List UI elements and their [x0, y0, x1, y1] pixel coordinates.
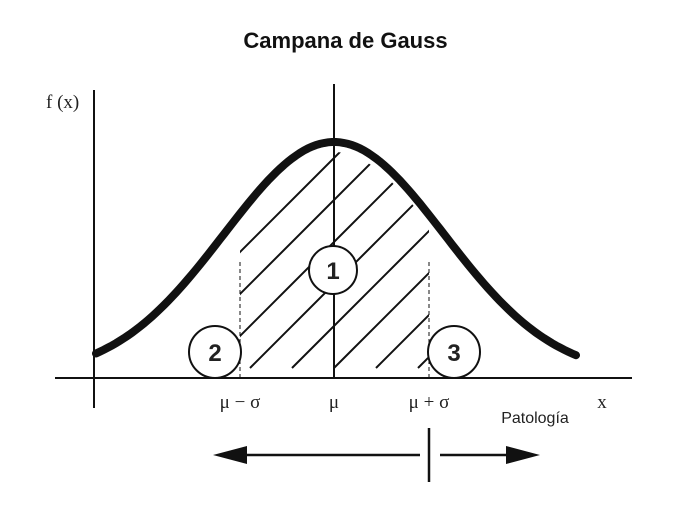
hatch-line	[628, 148, 691, 368]
hatch-line	[375, 152, 429, 369]
hatch-line	[502, 148, 691, 368]
hatch-line	[544, 148, 691, 368]
right-arrow-head	[506, 446, 540, 464]
hatched-area-1	[240, 148, 691, 369]
tick-minus-sigma: μ − σ	[220, 392, 261, 413]
bell-curve	[92, 138, 580, 360]
region-3-label: 3	[447, 340, 460, 367]
tick-mean: μ	[329, 392, 339, 413]
region-1-circle	[308, 245, 358, 295]
left-arrow-head	[213, 446, 247, 464]
region-1-label: 1	[326, 258, 339, 285]
hatch-line	[240, 152, 345, 369]
hatch-line	[460, 148, 680, 368]
hatch-line	[249, 152, 429, 369]
region-3-circle	[427, 325, 481, 379]
hatch-line	[333, 152, 429, 369]
hatch-line	[291, 152, 429, 369]
y-axis-label: f (x)	[46, 92, 79, 113]
tick-plus-sigma: μ + σ	[409, 392, 450, 413]
hatch-line	[586, 148, 691, 368]
x-axis-label: x	[597, 392, 607, 413]
region-2-circle	[188, 325, 242, 379]
diagram-title: Campana de Gauss	[243, 28, 448, 53]
pathology-label: Patología	[501, 410, 569, 427]
region-2-label: 2	[208, 340, 221, 367]
hatch-line	[240, 152, 387, 369]
